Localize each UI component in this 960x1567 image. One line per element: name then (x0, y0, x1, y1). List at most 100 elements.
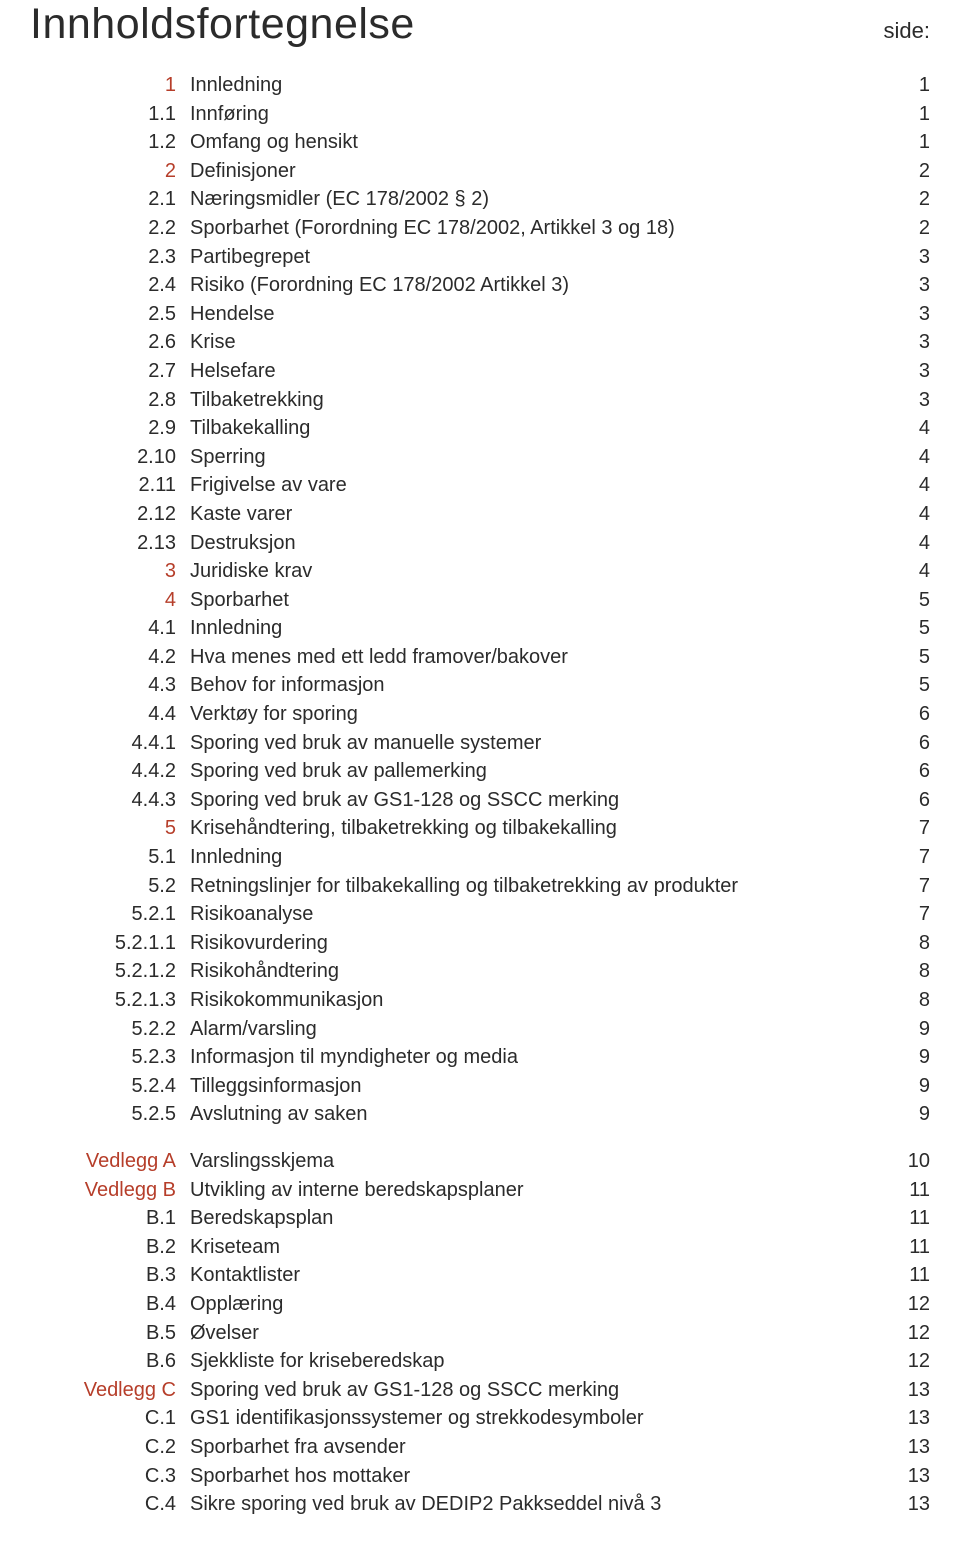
toc-row: 2.10Sperring4 (30, 443, 930, 472)
toc-entry-number: C.4 (30, 1490, 190, 1519)
toc-entry-number: 1.1 (30, 100, 190, 129)
toc-row: Vedlegg AVarslingsskjema10 (30, 1147, 930, 1176)
toc-entry-page: 6 (880, 786, 930, 815)
toc-entry-number: B.3 (30, 1261, 190, 1290)
toc-row: 4.4Verktøy for sporing6 (30, 700, 930, 729)
toc-entry-page: 3 (880, 357, 930, 386)
toc-entry-page: 2 (880, 185, 930, 214)
toc-row: 2.1Næringsmidler (EC 178/2002 § 2)2 (30, 185, 930, 214)
toc-entry-text: Tilbakekalling (190, 414, 880, 443)
toc-row: 2.5Hendelse3 (30, 300, 930, 329)
toc-entry-text: Risikoanalyse (190, 900, 880, 929)
toc-entry-text: Sporbarhet hos mottaker (190, 1462, 880, 1491)
toc-row: B.5Øvelser12 (30, 1319, 930, 1348)
toc-entry-text: Frigivelse av vare (190, 471, 880, 500)
toc-entry-page: 3 (880, 243, 930, 272)
toc-row: 5.2.1.3Risikokommunikasjon8 (30, 986, 930, 1015)
toc-entry-number: 5.2.1.3 (30, 986, 190, 1015)
toc-entry-page: 13 (880, 1404, 930, 1433)
toc-entry-number: Vedlegg B (30, 1176, 190, 1205)
toc-entry-page: 9 (880, 1100, 930, 1129)
toc-entry-text: Partibegrepet (190, 243, 880, 272)
toc-entry-page: 13 (880, 1376, 930, 1405)
toc-row: 4.1Innledning5 (30, 614, 930, 643)
toc-entry-text: Innledning (190, 614, 880, 643)
toc-row: 2.8Tilbaketrekking3 (30, 386, 930, 415)
toc-entry-number: B.6 (30, 1347, 190, 1376)
toc-row: 5.2Retningslinjer for tilbakekalling og … (30, 872, 930, 901)
toc-entry-page: 4 (880, 529, 930, 558)
toc-entry-number: Vedlegg A (30, 1147, 190, 1176)
toc-row: 5.2.5Avslutning av saken9 (30, 1100, 930, 1129)
toc-entry-number: 4.1 (30, 614, 190, 643)
toc-entry-page: 7 (880, 900, 930, 929)
toc-entry-number: 4.4.1 (30, 729, 190, 758)
toc-row: 5.2.1.1Risikovurdering8 (30, 929, 930, 958)
toc-row: 4.4.1Sporing ved bruk av manuelle system… (30, 729, 930, 758)
toc-entry-page: 12 (880, 1347, 930, 1376)
toc-row: 2.12Kaste varer4 (30, 500, 930, 529)
toc-entry-page: 12 (880, 1319, 930, 1348)
toc-entry-text: Retningslinjer for tilbakekalling og til… (190, 872, 880, 901)
toc-entry-page: 2 (880, 214, 930, 243)
toc-entry-page: 1 (880, 71, 930, 100)
toc-row: 5.2.4Tilleggsinformasjon9 (30, 1072, 930, 1101)
toc-entry-page: 9 (880, 1072, 930, 1101)
toc-entry-text: Kontaktlister (190, 1261, 880, 1290)
toc-list: 1Innledning11.1Innføring11.2Omfang og he… (30, 71, 930, 1519)
toc-entry-page: 6 (880, 729, 930, 758)
toc-row: 5.2.3Informasjon til myndigheter og medi… (30, 1043, 930, 1072)
toc-entry-text: Behov for informasjon (190, 671, 880, 700)
page-title: Innholdsfortegnelse (30, 0, 415, 49)
toc-entry-page: 6 (880, 700, 930, 729)
toc-entry-text: Destruksjon (190, 529, 880, 558)
toc-row: 5Krisehåndtering, tilbaketrekking og til… (30, 814, 930, 843)
toc-entry-number: 4 (30, 586, 190, 615)
toc-entry-number: 3 (30, 557, 190, 586)
toc-row: B.3Kontaktlister11 (30, 1261, 930, 1290)
toc-entry-number: 2.5 (30, 300, 190, 329)
toc-entry-number: 5.2.1.2 (30, 957, 190, 986)
toc-entry-page: 10 (880, 1147, 930, 1176)
toc-entry-number: B.4 (30, 1290, 190, 1319)
toc-row: 4.2Hva menes med ett ledd framover/bakov… (30, 643, 930, 672)
toc-entry-number: 5.2.2 (30, 1015, 190, 1044)
toc-row: 3Juridiske krav4 (30, 557, 930, 586)
toc-entry-text: Sporing ved bruk av GS1-128 og SSCC merk… (190, 1376, 880, 1405)
side-label: side: (884, 18, 930, 44)
toc-entry-page: 5 (880, 614, 930, 643)
toc-row: 2.9Tilbakekalling4 (30, 414, 930, 443)
toc-entry-number: C.2 (30, 1433, 190, 1462)
toc-entry-page: 3 (880, 386, 930, 415)
toc-row: 5.2.1Risikoanalyse7 (30, 900, 930, 929)
toc-block: Vedlegg AVarslingsskjema10Vedlegg BUtvik… (30, 1147, 930, 1519)
toc-entry-text: Kaste varer (190, 500, 880, 529)
toc-row: 1Innledning1 (30, 71, 930, 100)
toc-entry-number: B.2 (30, 1233, 190, 1262)
toc-entry-text: Sporing ved bruk av GS1-128 og SSCC merk… (190, 786, 880, 815)
toc-entry-text: Sporing ved bruk av manuelle systemer (190, 729, 880, 758)
toc-entry-page: 12 (880, 1290, 930, 1319)
toc-entry-page: 1 (880, 128, 930, 157)
toc-entry-page: 5 (880, 586, 930, 615)
toc-entry-text: Innledning (190, 843, 880, 872)
toc-entry-page: 7 (880, 843, 930, 872)
toc-entry-page: 7 (880, 814, 930, 843)
toc-entry-number: 1 (30, 71, 190, 100)
toc-entry-number: 2.10 (30, 443, 190, 472)
toc-entry-page: 4 (880, 443, 930, 472)
toc-entry-text: Sporbarhet fra avsender (190, 1433, 880, 1462)
toc-row: 2.13Destruksjon4 (30, 529, 930, 558)
toc-row: 2.4Risiko (Forordning EC 178/2002 Artikk… (30, 271, 930, 300)
toc-entry-number: C.1 (30, 1404, 190, 1433)
toc-entry-text: Sporing ved bruk av pallemerking (190, 757, 880, 786)
toc-entry-number: 5.2.5 (30, 1100, 190, 1129)
toc-entry-number: B.5 (30, 1319, 190, 1348)
toc-entry-number: 4.2 (30, 643, 190, 672)
toc-entry-number: 2 (30, 157, 190, 186)
toc-row: 5.1Innledning7 (30, 843, 930, 872)
toc-entry-text: Helsefare (190, 357, 880, 386)
toc-entry-text: Sjekkliste for kriseberedskap (190, 1347, 880, 1376)
toc-entry-number: 2.7 (30, 357, 190, 386)
toc-entry-text: Juridiske krav (190, 557, 880, 586)
